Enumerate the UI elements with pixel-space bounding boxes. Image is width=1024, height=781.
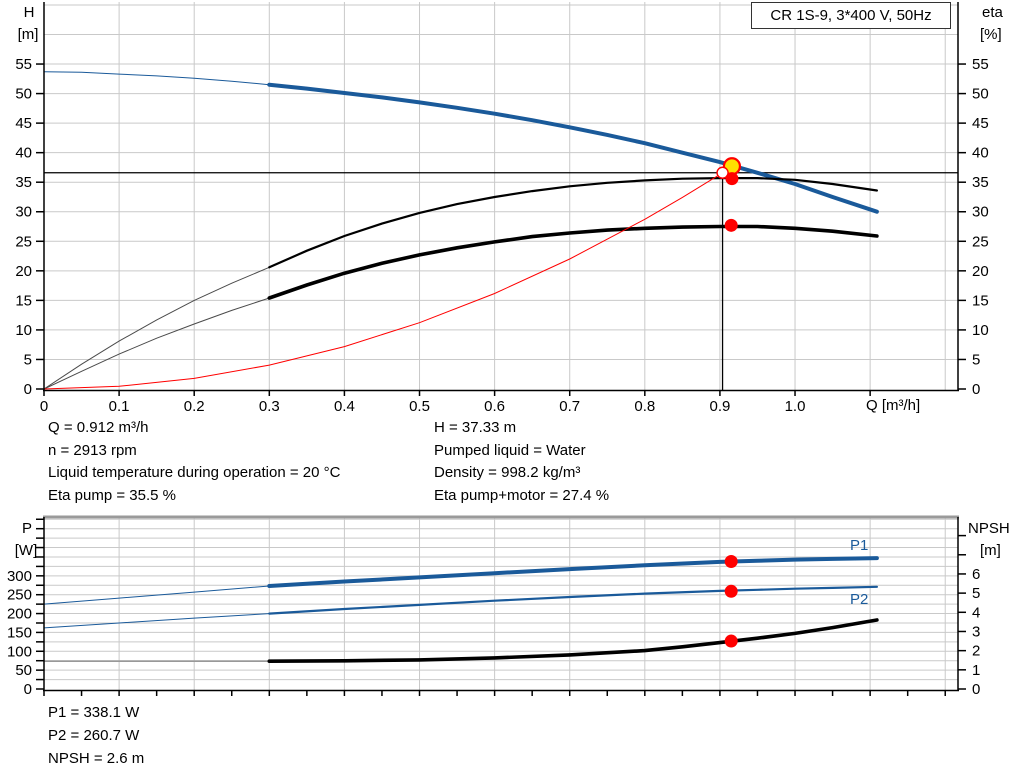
eta-pump-motor-curve-thin	[43, 297, 270, 390]
svg-text:0.9: 0.9	[709, 398, 730, 415]
svg-text:300: 300	[7, 568, 32, 585]
svg-text:4: 4	[972, 604, 980, 621]
pump-curve-h-q-thin	[43, 71, 270, 86]
p2-point	[724, 584, 738, 598]
p1-curve	[267, 556, 879, 588]
svg-text:250: 250	[7, 587, 32, 604]
svg-text:0.1: 0.1	[109, 398, 130, 415]
svg-text:2: 2	[972, 643, 980, 660]
annotation-eta-pump: Eta pump = 35.5 %	[48, 487, 176, 504]
annotation-eta-total: Eta pump+motor = 27.4 %	[434, 487, 610, 504]
svg-text:0.4: 0.4	[334, 398, 355, 415]
npsh-point	[724, 634, 738, 648]
p2-curve	[268, 585, 879, 615]
svg-text:200: 200	[7, 606, 32, 623]
svg-text:150: 150	[7, 624, 32, 641]
eta-pump-motor-curve	[267, 224, 879, 300]
svg-text:0.2: 0.2	[184, 398, 205, 415]
svg-text:55: 55	[15, 56, 32, 73]
svg-text:0.7: 0.7	[559, 398, 580, 415]
svg-text:5: 5	[972, 585, 980, 602]
svg-text:25: 25	[15, 233, 32, 250]
svg-text:40: 40	[15, 145, 32, 162]
svg-text:5: 5	[24, 351, 32, 368]
annotation-temperature: Liquid temperature during operation = 20…	[48, 464, 341, 481]
svg-text:45: 45	[15, 115, 32, 132]
annotation-head: H = 37.33 m	[434, 419, 517, 436]
requested-duty-point	[716, 166, 729, 179]
svg-text:0: 0	[972, 381, 980, 398]
svg-text:35: 35	[15, 174, 32, 191]
svg-text:0: 0	[24, 681, 32, 698]
npsh-axis-unit: [m]	[980, 542, 1001, 559]
eta-axis-label: eta	[982, 4, 1003, 21]
svg-text:0: 0	[24, 381, 32, 398]
annotation-density: Density = 998.2 kg/m³	[434, 464, 581, 481]
p-axis-unit: [W]	[14, 542, 38, 559]
svg-text:0.3: 0.3	[259, 398, 280, 415]
p2-series-label: P2	[850, 591, 869, 608]
svg-text:1: 1	[972, 662, 980, 679]
svg-text:0.8: 0.8	[634, 398, 655, 415]
svg-text:40: 40	[972, 145, 989, 162]
svg-text:50: 50	[972, 86, 989, 103]
footer-p2: P2 = 260.7 W	[48, 727, 140, 744]
h-axis-label: H	[23, 4, 35, 21]
annotation-liquid: Pumped liquid = Water	[434, 442, 586, 459]
p1-series-label: P1	[850, 537, 869, 554]
svg-text:0.5: 0.5	[409, 398, 430, 415]
svg-text:20: 20	[972, 263, 989, 280]
svg-text:6: 6	[972, 566, 980, 583]
p1-curve-thin	[43, 585, 270, 605]
h-axis-unit: [m]	[17, 26, 39, 43]
svg-text:20: 20	[15, 263, 32, 280]
q-axis-label: Q [m³/h]	[866, 397, 921, 414]
svg-text:3: 3	[972, 623, 980, 640]
annotation-q: Q = 0.912 m³/h	[48, 419, 149, 436]
svg-text:0: 0	[972, 681, 980, 698]
head-and-efficiency-chart: 0 5 10 15 20 25 30 35 40 45 50 55 0 5 10 15 20 25 30 35 40 45…	[15, 2, 989, 415]
svg-text:0: 0	[40, 398, 48, 415]
svg-text:45: 45	[972, 115, 989, 132]
eta-axis-unit: [%]	[980, 26, 1002, 43]
svg-text:30: 30	[972, 204, 989, 221]
svg-text:0.6: 0.6	[484, 398, 505, 415]
svg-text:30: 30	[15, 204, 32, 221]
svg-text:35: 35	[972, 174, 989, 191]
p-axis-label: P	[21, 520, 32, 537]
pump-title-box: CR 1S-9, 3*400 V, 50Hz	[751, 2, 951, 29]
eta-pump-point	[725, 172, 739, 186]
eta-pump-curve-thin	[43, 266, 270, 390]
svg-text:25: 25	[972, 233, 989, 250]
svg-text:50: 50	[15, 86, 32, 103]
footer-npsh: NPSH = 2.6 m	[48, 750, 145, 767]
svg-text:10: 10	[972, 322, 989, 339]
svg-text:55: 55	[972, 56, 989, 73]
system-curve	[43, 172, 723, 390]
annotation-speed: n = 2913 rpm	[48, 442, 137, 459]
svg-text:50: 50	[15, 662, 32, 679]
svg-text:5: 5	[972, 351, 980, 368]
svg-text:15: 15	[15, 292, 32, 309]
npsh-axis-label: NPSH	[968, 520, 1010, 537]
footer-p1: P1 = 338.1 W	[48, 704, 140, 721]
svg-text:100: 100	[7, 643, 32, 660]
eta-pump-curve	[268, 177, 879, 269]
svg-text:1.0: 1.0	[785, 398, 806, 415]
svg-text:15: 15	[972, 292, 989, 309]
npsh-curve	[267, 618, 879, 664]
svg-text:10: 10	[15, 322, 32, 339]
p1-point	[724, 555, 738, 569]
p2-curve-thin	[43, 613, 270, 629]
pump-curve-h-q	[267, 82, 879, 214]
eta-pump-motor-point	[724, 218, 738, 232]
